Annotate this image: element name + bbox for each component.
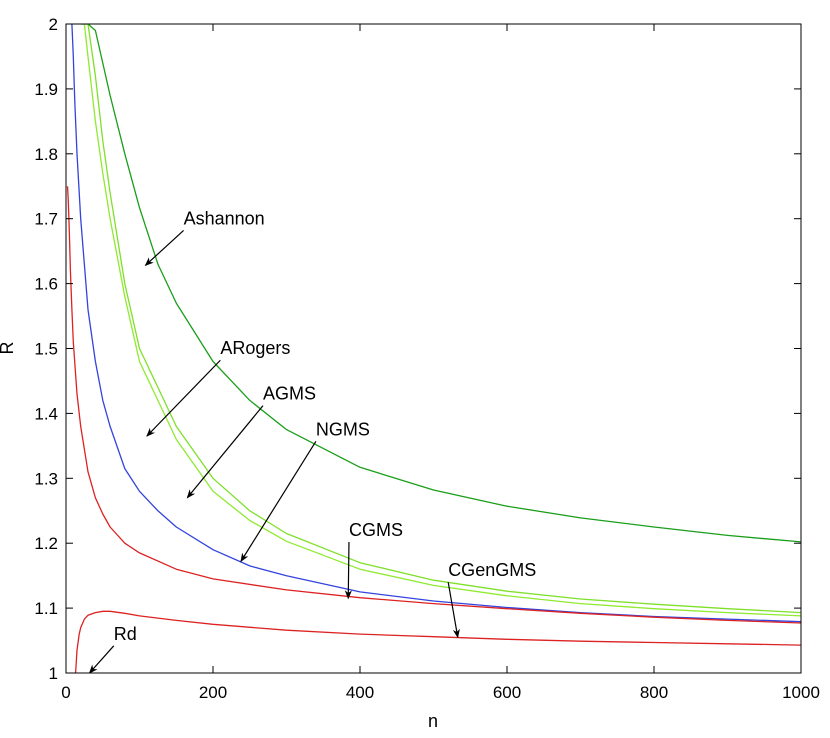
x-axis-title: n — [428, 711, 438, 731]
x-tick-label: 600 — [493, 683, 521, 702]
y-tick-label: 1.3 — [34, 469, 58, 488]
y-tick-label: 1.6 — [34, 275, 58, 294]
annotation-label-agms: AGMS — [263, 384, 316, 404]
series-line-ngms — [71, 24, 801, 623]
annotation-arrow-cgengms — [447, 582, 460, 639]
annotation-arrow-arogers — [146, 359, 221, 437]
y-tick-label: 1.5 — [34, 340, 58, 359]
x-tick-label: 0 — [61, 683, 70, 702]
y-tick-label: 1 — [49, 664, 58, 683]
annotation-arrow-ngms — [240, 441, 317, 563]
annotation-arrow-ashannon — [144, 229, 185, 267]
annotation-label-cgengms: CGenGMS — [448, 560, 536, 580]
series-line-cgengms — [74, 610, 801, 673]
annotation-label-cgms: CGMS — [349, 520, 403, 540]
annotation-label-ngms: NGMS — [316, 419, 370, 439]
series-layer — [66, 24, 801, 673]
y-tick-label: 1.9 — [34, 80, 58, 99]
x-tick-label: 1000 — [782, 683, 820, 702]
annotation-label-rd: Rd — [114, 624, 137, 644]
series-line-cgms — [66, 186, 801, 624]
y-tick-label: 1.1 — [34, 599, 58, 618]
x-tick-label: 800 — [640, 683, 668, 702]
annotation-arrow-rd — [88, 645, 115, 674]
y-tick-label: 1.4 — [34, 404, 58, 423]
y-tick-label: 1.7 — [34, 210, 58, 229]
series-line-agms — [83, 24, 801, 617]
annotation-arrow-cgms — [344, 541, 352, 600]
annotation-label-ashannon: Ashannon — [184, 208, 265, 228]
annotation-label-arogers: ARogers — [220, 338, 290, 358]
y-axis-title: R — [0, 342, 17, 355]
axes-layer: 0 200 400 600 800 1000 1 1.1 1.2 1.3 1.4 1.5 1.6 1.7 1… — [34, 15, 820, 702]
y-tick-label: 2 — [49, 15, 58, 34]
y-tick-label: 1.8 — [34, 145, 58, 164]
x-tick-label: 200 — [199, 683, 227, 702]
annotation-arrow-agms — [186, 405, 264, 499]
x-tick-label: 400 — [346, 683, 374, 702]
series-line-ashannon — [80, 24, 801, 543]
series-line-arogers — [87, 24, 801, 614]
y-tick-label: 1.2 — [34, 534, 58, 553]
